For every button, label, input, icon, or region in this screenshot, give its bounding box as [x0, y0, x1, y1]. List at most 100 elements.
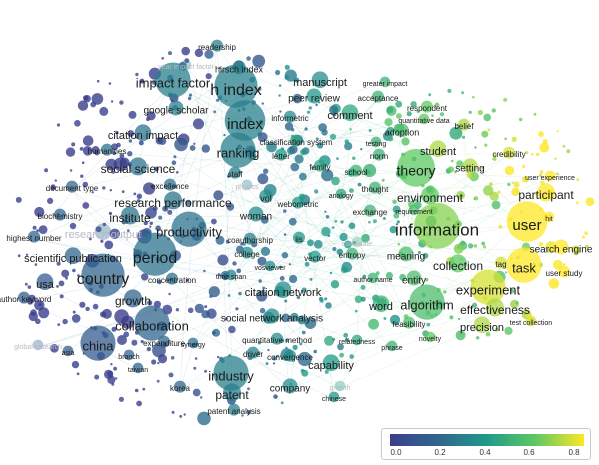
- term-bubble[interactable]: [217, 254, 229, 266]
- term-label[interactable]: index: [227, 116, 263, 133]
- term-bubble[interactable]: [56, 123, 61, 127]
- term-bubble[interactable]: [336, 248, 343, 255]
- term-bubble[interactable]: [584, 231, 588, 236]
- term-bubble[interactable]: [126, 229, 130, 233]
- term-bubble[interactable]: [25, 253, 29, 256]
- term-bubble[interactable]: [281, 313, 291, 323]
- term-bubble[interactable]: [554, 157, 557, 160]
- term-bubble[interactable]: [324, 210, 327, 213]
- term-bubble[interactable]: [205, 73, 212, 80]
- term-bubble[interactable]: [58, 280, 65, 287]
- term-bubble[interactable]: [300, 149, 307, 156]
- term-bubble[interactable]: [174, 137, 188, 152]
- term-bubble[interactable]: [95, 226, 102, 233]
- term-bubble[interactable]: [183, 413, 186, 416]
- term-bubble[interactable]: [36, 229, 39, 233]
- term-bubble[interactable]: [215, 235, 225, 245]
- term-bubble[interactable]: [284, 110, 296, 123]
- term-bubble[interactable]: [206, 308, 217, 319]
- term-bubble[interactable]: [343, 332, 349, 338]
- term-bubble[interactable]: [360, 284, 366, 290]
- term-bubble[interactable]: [357, 182, 362, 187]
- term-bubble[interactable]: [288, 217, 297, 226]
- term-label[interactable]: algorithm: [400, 297, 453, 312]
- term-bubble[interactable]: [466, 172, 473, 179]
- term-bubble[interactable]: [395, 100, 403, 108]
- term-bubble[interactable]: [225, 269, 237, 281]
- term-bubble[interactable]: [263, 168, 269, 174]
- term-bubble[interactable]: [372, 219, 377, 224]
- term-bubble[interactable]: [157, 361, 160, 365]
- term-bubble[interactable]: [535, 152, 540, 157]
- term-bubble[interactable]: [424, 277, 429, 282]
- term-bubble[interactable]: [321, 169, 334, 182]
- term-bubble[interactable]: [179, 414, 183, 418]
- term-bubble[interactable]: [294, 77, 300, 83]
- term-bubble[interactable]: [47, 197, 54, 204]
- term-label[interactable]: china: [82, 338, 114, 353]
- term-bubble[interactable]: [260, 216, 269, 224]
- term-bubble[interactable]: [582, 235, 585, 239]
- term-bubble[interactable]: [351, 334, 363, 346]
- term-bubble[interactable]: [289, 312, 299, 322]
- term-bubble[interactable]: [185, 199, 192, 206]
- term-bubble[interactable]: [275, 148, 287, 161]
- term-bubble[interactable]: [576, 201, 579, 205]
- term-bubble[interactable]: [56, 261, 61, 266]
- term-label[interactable]: ranking: [217, 145, 260, 160]
- term-bubble[interactable]: [109, 228, 121, 239]
- term-bubble[interactable]: [487, 128, 491, 132]
- term-label[interactable]: task: [512, 260, 536, 275]
- term-bubble[interactable]: [36, 273, 54, 291]
- term-label[interactable]: peer review: [288, 94, 340, 105]
- term-bubble[interactable]: [401, 137, 410, 146]
- term-bubble[interactable]: [56, 285, 59, 288]
- term-bubble[interactable]: [473, 244, 478, 248]
- term-bubble[interactable]: [403, 316, 415, 329]
- term-label[interactable]: convergence: [267, 353, 313, 362]
- term-bubble[interactable]: [544, 170, 556, 182]
- term-bubble[interactable]: [151, 359, 157, 365]
- term-bubble[interactable]: [329, 105, 339, 115]
- term-bubble[interactable]: [324, 335, 335, 346]
- term-label[interactable]: period: [133, 250, 177, 267]
- term-bubble[interactable]: [372, 295, 390, 313]
- term-bubble[interactable]: [77, 274, 80, 277]
- term-bubble[interactable]: [537, 183, 555, 202]
- term-bubble[interactable]: [389, 314, 401, 325]
- term-label[interactable]: research output: [65, 229, 141, 241]
- term-bubble[interactable]: [127, 130, 135, 137]
- term-bubble[interactable]: [204, 49, 214, 59]
- term-bubble[interactable]: [217, 273, 221, 277]
- term-bubble[interactable]: [176, 171, 179, 174]
- term-bubble[interactable]: [280, 401, 284, 405]
- term-bubble[interactable]: [193, 118, 204, 130]
- term-bubble[interactable]: [274, 281, 292, 299]
- term-label[interactable]: social network analysis: [221, 314, 323, 325]
- term-bubble[interactable]: [304, 127, 308, 131]
- term-bubble[interactable]: [69, 222, 77, 230]
- term-bubble[interactable]: [422, 252, 429, 259]
- term-bubble[interactable]: [314, 159, 326, 172]
- term-bubble[interactable]: [461, 135, 466, 139]
- term-bubble[interactable]: [94, 150, 100, 156]
- term-bubble[interactable]: [85, 306, 90, 312]
- term-label[interactable]: experiment: [456, 282, 521, 297]
- term-bubble[interactable]: [324, 369, 329, 374]
- term-bubble[interactable]: [369, 181, 381, 194]
- term-bubble[interactable]: [368, 220, 371, 224]
- term-bubble[interactable]: [305, 322, 309, 326]
- term-bubble[interactable]: [426, 322, 431, 327]
- term-label[interactable]: requirement: [395, 209, 432, 216]
- term-bubble[interactable]: [497, 190, 501, 194]
- term-label[interactable]: collaboration: [115, 318, 189, 333]
- term-bubble[interactable]: [507, 182, 511, 187]
- term-bubble[interactable]: [509, 288, 515, 294]
- term-bubble[interactable]: [328, 391, 340, 403]
- term-bubble[interactable]: [388, 136, 394, 142]
- term-bubble[interactable]: [489, 182, 493, 187]
- term-bubble[interactable]: [309, 250, 321, 263]
- term-bubble[interactable]: [321, 226, 331, 237]
- term-bubble[interactable]: [368, 318, 379, 330]
